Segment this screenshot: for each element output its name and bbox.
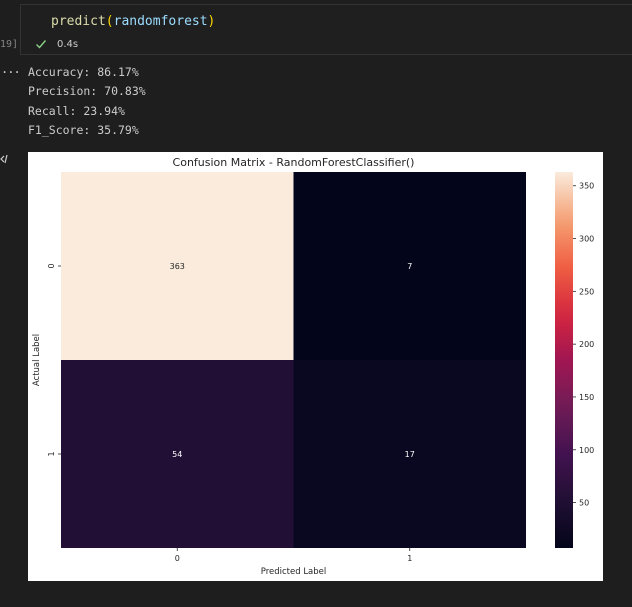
y-axis-label: Actual Label [32, 334, 42, 386]
colorbar-tick-label: 350 [579, 182, 594, 191]
cell-annotation: 54 [172, 450, 182, 459]
heatmap-cell [61, 172, 294, 360]
metrics-output: Accuracy: 86.17% Precision: 70.83% Recal… [28, 63, 146, 140]
x-axis-label: Predicted Label [261, 567, 327, 577]
metric-f1-score: F1_Score: 35.79% [28, 122, 139, 137]
code-argument: randomforest [113, 14, 208, 29]
colorbar-tick-label: 200 [579, 340, 594, 349]
colorbar-tick-label: 300 [579, 235, 594, 244]
heatmap-cell [293, 172, 526, 360]
execution-count: 19] [0, 39, 19, 50]
cell-annotation: 7 [407, 262, 412, 271]
colorbar-tick-label: 50 [579, 499, 589, 508]
confusion-matrix-figure: Confusion Matrix - RandomForestClassifie… [28, 152, 603, 581]
colorbar-tick-label: 250 [579, 287, 594, 296]
heatmap-cell [61, 360, 294, 548]
output-menu-icon[interactable]: ... [1, 62, 21, 76]
code-paren-open: ( [105, 14, 114, 29]
metric-precision: Precision: 70.83% [28, 84, 146, 99]
cell-annotation: 363 [170, 262, 185, 271]
code-function: predict [51, 14, 106, 29]
code-output-icon[interactable] [0, 153, 12, 165]
x-tick-label: 0 [175, 554, 180, 563]
colorbar [555, 172, 573, 548]
execution-time: 0.4s [57, 39, 79, 50]
cell-annotation: 17 [405, 450, 415, 459]
code-cell[interactable]: predict(randomforest) [20, 4, 632, 55]
colorbar-tick-label: 100 [579, 446, 594, 455]
y-tick-label: 1 [47, 451, 56, 456]
heatmap-cell [293, 360, 526, 548]
code-paren-close: ) [207, 14, 216, 29]
metric-recall: Recall: 23.94% [28, 103, 125, 118]
y-tick-label: 0 [47, 263, 56, 268]
x-tick-label: 1 [407, 554, 412, 563]
metric-accuracy: Accuracy: 86.17% [28, 65, 139, 79]
chart-title: Confusion Matrix - RandomForestClassifie… [173, 156, 415, 169]
code-line[interactable]: predict(randomforest) [51, 14, 215, 29]
colorbar-tick-label: 150 [579, 393, 594, 402]
check-icon [36, 40, 47, 49]
confusion-matrix-chart: Confusion Matrix - RandomForestClassifie… [32, 156, 594, 577]
